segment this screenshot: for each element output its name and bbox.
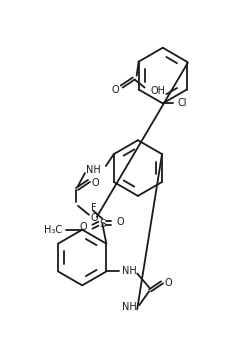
Text: O: O — [112, 85, 120, 95]
Text: S: S — [99, 219, 106, 229]
Text: NH: NH — [122, 267, 137, 276]
Text: OH: OH — [151, 86, 165, 97]
Text: NH: NH — [122, 302, 137, 312]
Text: F: F — [91, 203, 96, 213]
Text: O: O — [91, 178, 99, 188]
Text: O: O — [116, 217, 124, 227]
Text: O: O — [80, 222, 87, 232]
Text: O: O — [90, 213, 98, 223]
Text: Cl: Cl — [178, 98, 187, 108]
Text: H₃C: H₃C — [44, 225, 62, 235]
Text: NH: NH — [86, 165, 100, 175]
Text: O: O — [164, 278, 172, 289]
